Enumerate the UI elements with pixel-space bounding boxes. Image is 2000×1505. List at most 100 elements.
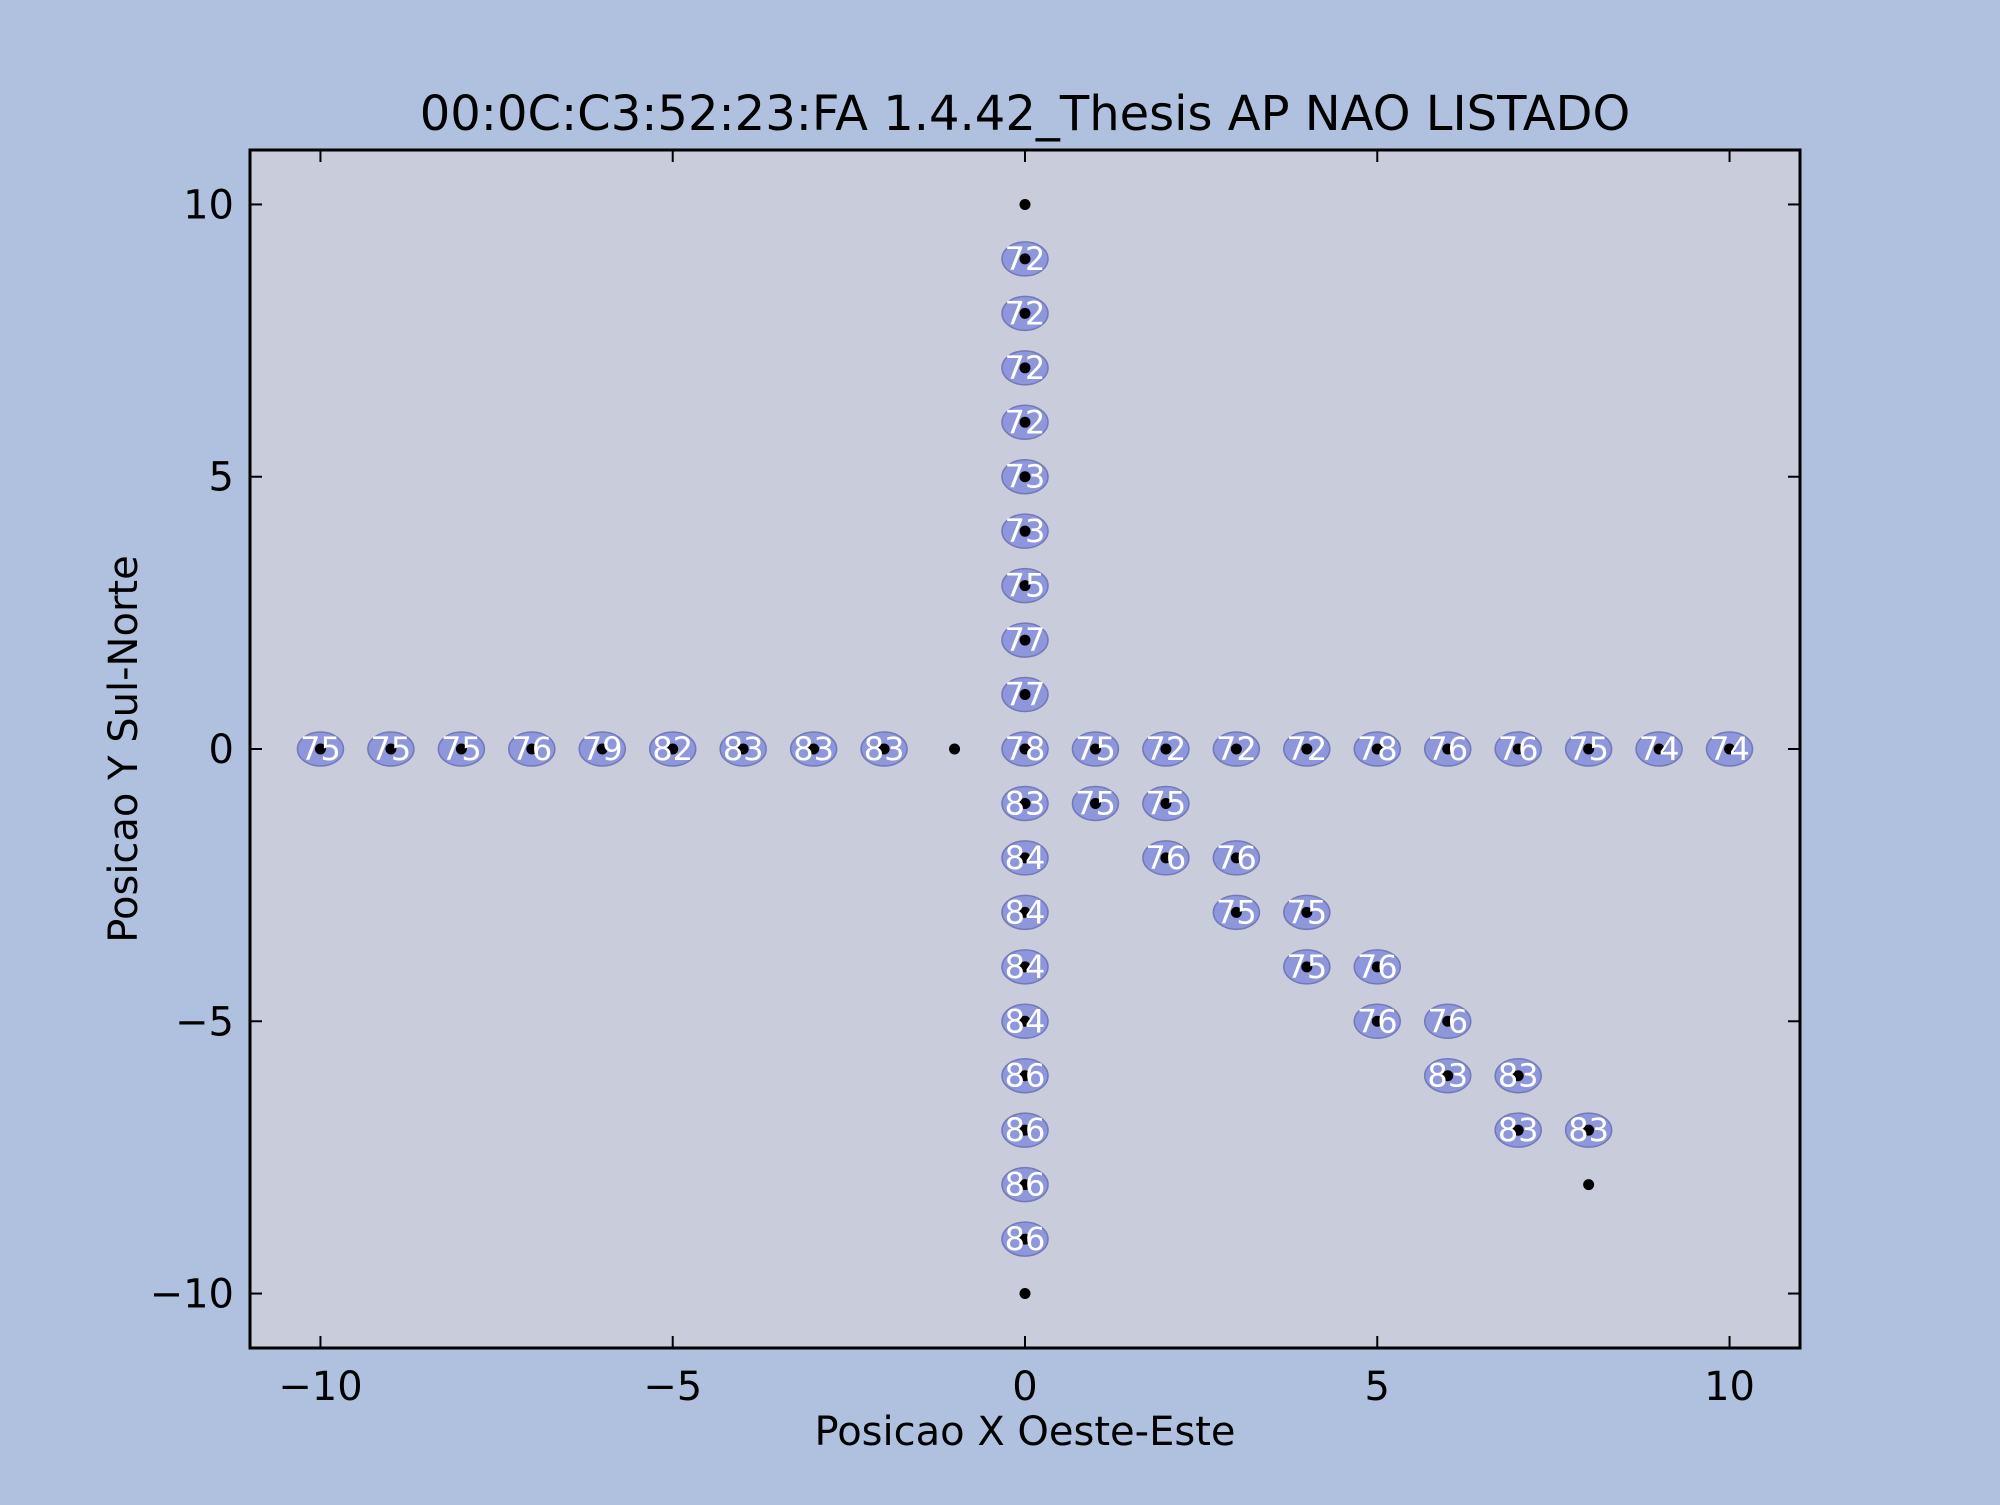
- value-label: 76: [1216, 839, 1257, 877]
- data-point: 75: [1142, 784, 1190, 822]
- value-label: 82: [652, 730, 693, 768]
- value-label: 84: [1005, 948, 1046, 986]
- position-dot: [1019, 1124, 1031, 1136]
- position-dot: [1442, 1015, 1454, 1027]
- data-point: 76: [1494, 730, 1542, 768]
- value-label: 75: [1075, 784, 1116, 822]
- position-dot: [526, 743, 538, 755]
- data-point: 86: [1001, 1111, 1049, 1149]
- value-label: 74: [1709, 730, 1750, 768]
- value-label: 74: [1639, 730, 1680, 768]
- position-dot: [1019, 416, 1031, 428]
- value-label: 83: [1568, 1111, 1609, 1149]
- data-point: 78: [1353, 730, 1402, 768]
- value-label: 76: [1357, 948, 1398, 986]
- position-dot: [1371, 743, 1383, 755]
- position-dot: [1019, 307, 1031, 319]
- position-dot: [878, 743, 890, 755]
- data-point: 86: [1001, 1057, 1049, 1095]
- value-label: 76: [1498, 730, 1539, 768]
- data-point: 82: [648, 730, 697, 768]
- x-tick-label: 5: [1365, 1364, 1390, 1410]
- data-point: 86: [1001, 1220, 1049, 1258]
- value-label: 76: [1357, 1002, 1398, 1040]
- value-label: 83: [1427, 1057, 1468, 1095]
- data-point: 83: [1423, 1057, 1472, 1095]
- y-tick-label: −10: [150, 1272, 234, 1318]
- position-dot: [1442, 1070, 1454, 1082]
- value-label: 83: [864, 730, 905, 768]
- position-dot: [1230, 906, 1242, 918]
- data-point: [1019, 1288, 1031, 1300]
- position-dot: [1512, 743, 1524, 755]
- value-label: 83: [1005, 784, 1046, 822]
- x-axis-label: Posicao X Oeste-Este: [815, 1409, 1236, 1455]
- data-point: 76: [508, 730, 556, 768]
- data-point: 72: [1142, 730, 1190, 768]
- value-label: 86: [1005, 1166, 1046, 1204]
- value-label: 84: [1005, 893, 1046, 931]
- position-dot: [1371, 961, 1383, 973]
- position-dot: [667, 743, 679, 755]
- position-dot: [1019, 1070, 1031, 1082]
- data-point: 77: [1001, 621, 1049, 659]
- x-tick-label: −5: [643, 1364, 702, 1410]
- position-dot: [737, 743, 749, 755]
- position-dot: [1724, 743, 1736, 755]
- data-point: 75: [296, 730, 345, 768]
- data-points-layer: 75 75 75 76 79 82 83 83 83 72 72 72 72 73 73 75 77 77 78 83…: [296, 198, 1754, 1300]
- position-dot: [1512, 1070, 1524, 1082]
- value-label: 84: [1005, 839, 1046, 877]
- y-tick-label: 10: [183, 182, 234, 228]
- position-dot: [1019, 1233, 1031, 1245]
- position-dot: [1160, 797, 1172, 809]
- position-dot: [455, 743, 467, 755]
- position-dot: [1583, 1124, 1595, 1136]
- data-point: 83: [1494, 1111, 1542, 1149]
- value-label: 78: [1005, 730, 1046, 768]
- y-tick-label: 5: [209, 455, 234, 501]
- value-label: 75: [1216, 893, 1257, 931]
- data-point: [1583, 1179, 1595, 1191]
- value-label: 75: [1146, 784, 1187, 822]
- position-dot: [1230, 743, 1242, 755]
- x-tick-label: 0: [1012, 1364, 1037, 1410]
- value-label: 75: [1286, 948, 1327, 986]
- data-point: 76: [1212, 839, 1261, 877]
- position-dot: [1019, 1179, 1031, 1191]
- data-point: 83: [1494, 1057, 1542, 1095]
- position-dot: [1089, 743, 1101, 755]
- value-label: 72: [1005, 294, 1046, 332]
- position-dot: [1019, 743, 1031, 755]
- data-point: 84: [1001, 893, 1049, 931]
- position-dot: [1019, 1015, 1031, 1027]
- position-dot: [596, 743, 608, 755]
- position-dot: [1019, 198, 1031, 210]
- data-point: 72: [1283, 730, 1331, 768]
- position-dot: [1019, 362, 1031, 374]
- value-label: 73: [1005, 458, 1046, 496]
- data-point: 75: [1564, 730, 1613, 768]
- data-point: 74: [1635, 730, 1683, 768]
- data-point: 73: [1001, 458, 1049, 496]
- value-label: 72: [1146, 730, 1187, 768]
- data-point: 79: [578, 730, 627, 768]
- x-tick-label: −10: [278, 1364, 362, 1410]
- value-label: 86: [1005, 1220, 1046, 1258]
- data-point: 75: [1071, 784, 1120, 822]
- value-label: 76: [1146, 839, 1187, 877]
- position-dot: [1019, 1288, 1031, 1300]
- position-dot: [1019, 580, 1031, 592]
- data-point: 78: [1001, 730, 1049, 768]
- position-dot: [1512, 1124, 1524, 1136]
- value-label: 83: [1498, 1057, 1539, 1095]
- value-label: 86: [1005, 1111, 1046, 1149]
- data-point: [949, 743, 961, 755]
- position-dot: [1301, 961, 1313, 973]
- value-label: 76: [1427, 1002, 1468, 1040]
- data-point: 83: [860, 730, 908, 768]
- data-point: 72: [1001, 294, 1049, 332]
- data-point: 73: [1001, 512, 1049, 550]
- value-label: 84: [1005, 1002, 1046, 1040]
